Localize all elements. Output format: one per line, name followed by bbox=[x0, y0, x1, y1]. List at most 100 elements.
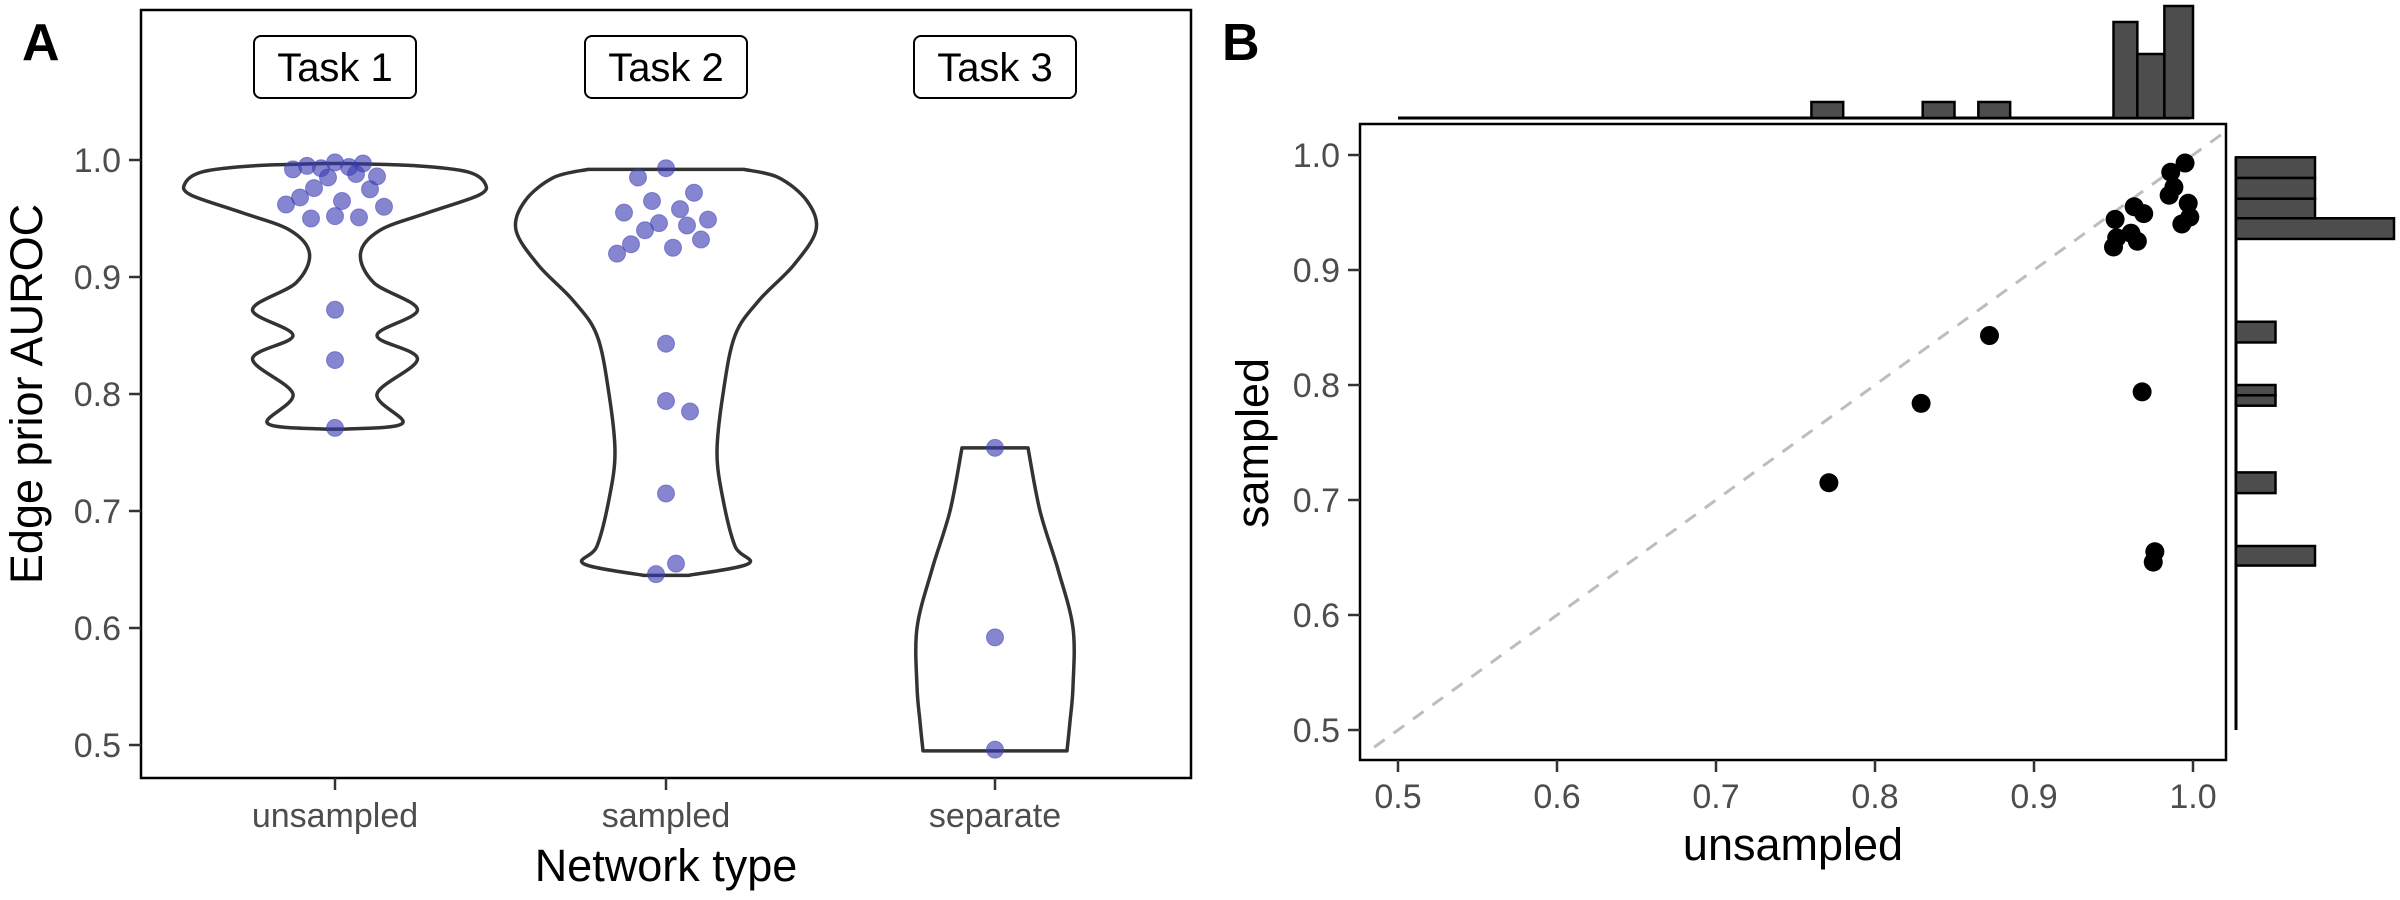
panel-a-x-axis-title: Network type bbox=[535, 840, 798, 891]
panel-a-letter: A bbox=[22, 14, 60, 72]
data-point bbox=[326, 300, 344, 319]
data-point bbox=[2178, 193, 2198, 213]
data-point bbox=[636, 221, 654, 240]
data-point bbox=[2105, 209, 2125, 229]
data-point bbox=[692, 230, 710, 249]
data-point bbox=[347, 165, 365, 184]
y-tick-label: 0.9 bbox=[1293, 252, 1340, 290]
data-point bbox=[2159, 185, 2179, 205]
data-point bbox=[284, 160, 302, 179]
task-label-box bbox=[584, 35, 748, 99]
x-tick-label: separate bbox=[929, 797, 1061, 835]
panel-a-task-labels: Task 1 Task 2 Task 3 bbox=[253, 35, 1077, 99]
data-point bbox=[2134, 204, 2154, 224]
y-tick-label: 0.5 bbox=[74, 727, 121, 765]
identity-reference-line bbox=[1373, 130, 2226, 749]
histogram-bar bbox=[2234, 217, 2396, 241]
marginal-x-histogram bbox=[1398, 4, 2195, 120]
x-tick-label: 0.9 bbox=[2010, 778, 2057, 816]
task-label: Task 3 bbox=[937, 46, 1053, 90]
panel-b-plot-frame bbox=[1358, 122, 2228, 762]
panel-b-points bbox=[1819, 153, 2200, 572]
data-point bbox=[667, 554, 685, 573]
x-tick-label: unsampled bbox=[252, 797, 418, 835]
data-point bbox=[608, 244, 626, 263]
histogram-bar bbox=[2234, 471, 2277, 495]
data-point bbox=[643, 191, 661, 210]
data-point bbox=[678, 216, 696, 235]
data-point bbox=[986, 740, 1004, 759]
panel-a-y-axis: 0.5 0.6 0.7 0.8 0.9 1.0 bbox=[74, 142, 141, 765]
panel-a: A 0.50.60.70.80.91.0 Task 1 Task 2 Task 3 … bbox=[1, 8, 1193, 891]
data-point bbox=[361, 180, 379, 199]
histogram-bar bbox=[2234, 383, 2277, 397]
data-point bbox=[375, 197, 393, 216]
data-point bbox=[664, 238, 682, 257]
data-point bbox=[350, 208, 368, 227]
histogram-bar bbox=[2136, 52, 2166, 120]
histogram-bar bbox=[2234, 176, 2317, 200]
x-tick-label: 1.0 bbox=[2169, 778, 2216, 816]
histogram-bar bbox=[2234, 156, 2317, 180]
data-point bbox=[657, 392, 675, 411]
histogram-bar bbox=[1921, 100, 1956, 120]
y-tick-label: 1.0 bbox=[74, 142, 121, 180]
data-point bbox=[326, 351, 344, 370]
data-point bbox=[1819, 473, 1839, 493]
marginal-y-histogram bbox=[2234, 156, 2396, 730]
histogram-bar bbox=[1977, 100, 2012, 120]
data-point bbox=[629, 168, 647, 187]
panel-a-x-axis: unsampled sampled separate bbox=[252, 778, 1061, 835]
panel-a-y-axis-title: Edge prior AUROC bbox=[1, 204, 52, 584]
data-point bbox=[685, 183, 703, 202]
y-tick-label: 0.6 bbox=[74, 610, 121, 648]
data-point bbox=[319, 168, 337, 187]
data-point bbox=[2175, 153, 2195, 173]
violin-separate bbox=[914, 446, 1076, 753]
task-label: Task 2 bbox=[608, 46, 724, 90]
histogram-bar bbox=[2112, 20, 2139, 120]
data-point bbox=[647, 565, 665, 584]
y-tick-label: 0.7 bbox=[1293, 482, 1340, 520]
data-point bbox=[657, 334, 675, 353]
histogram-bar bbox=[2234, 544, 2317, 567]
x-tick-label: 0.8 bbox=[1851, 778, 1898, 816]
data-point bbox=[699, 210, 717, 229]
x-tick-label: 0.6 bbox=[1533, 778, 1580, 816]
x-tick-label: 0.7 bbox=[1692, 778, 1739, 816]
panel-b-x-axis-title: unsampled bbox=[1683, 819, 1903, 870]
data-point bbox=[671, 200, 689, 219]
panel-b-y-axis: 0.5 0.6 0.7 0.8 0.9 1.0 bbox=[1293, 137, 1360, 750]
y-tick-label: 0.6 bbox=[1293, 597, 1340, 635]
data-point bbox=[986, 438, 1004, 457]
data-point bbox=[2132, 382, 2152, 402]
panel-b: B 0.50.60.70.80.91.0 0.5 0.6 0.7 0.8 0.9 1.0 … bbox=[1222, 4, 2396, 870]
data-point bbox=[622, 235, 640, 254]
data-point bbox=[302, 209, 320, 228]
y-tick-label: 0.8 bbox=[74, 376, 121, 414]
histogram-bar bbox=[2234, 197, 2317, 220]
histogram-bar bbox=[2163, 4, 2195, 120]
data-point bbox=[1979, 326, 1999, 346]
data-point bbox=[2161, 162, 2181, 182]
data-point bbox=[681, 402, 699, 421]
data-point bbox=[2143, 552, 2163, 572]
y-tick-label: 1.0 bbox=[1293, 137, 1340, 175]
data-point bbox=[657, 484, 675, 503]
panel-b-y-axis-title: sampled bbox=[1227, 358, 1278, 528]
data-point bbox=[615, 203, 633, 222]
data-point bbox=[2127, 231, 2147, 251]
panel-b-x-axis: 0.5 0.6 0.7 0.8 0.9 1.0 bbox=[1374, 760, 2217, 816]
violin-sampled bbox=[513, 167, 819, 578]
data-point bbox=[333, 191, 351, 210]
panel-a-points bbox=[277, 153, 1004, 759]
data-point bbox=[305, 179, 323, 198]
histogram-bar bbox=[2234, 320, 2277, 344]
y-tick-label: 0.9 bbox=[74, 259, 121, 297]
data-point bbox=[1911, 393, 1931, 413]
y-tick-label: 0.5 bbox=[1293, 712, 1340, 750]
task-label: Task 1 bbox=[277, 46, 393, 90]
data-point bbox=[657, 159, 675, 178]
y-tick-label: 0.7 bbox=[74, 493, 121, 531]
